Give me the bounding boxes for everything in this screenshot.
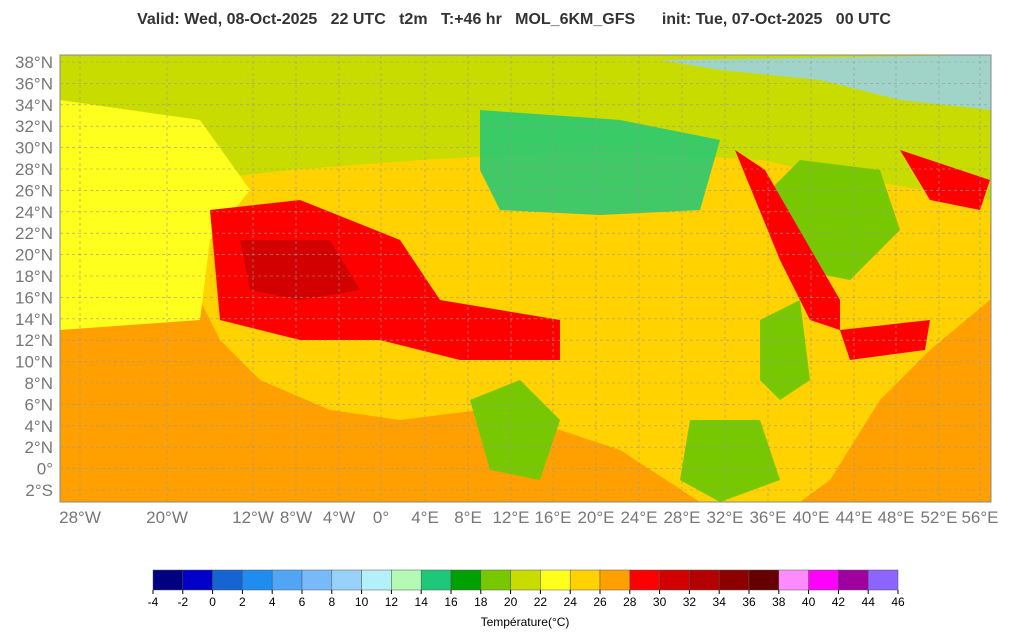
lat-label: 4°N [24,417,53,436]
colorbar-tick-label: 30 [653,595,667,609]
lat-label: 32°N [15,117,53,136]
lon-label: 24°E [620,508,657,527]
colorbar-swatch [152,569,184,591]
lon-label: 20°W [146,508,188,527]
colorbar-tick-label: 24 [564,595,578,609]
colorbar-swatch [420,569,452,591]
colorbar-tick-label: -2 [177,595,188,609]
lat-label: 34°N [15,96,53,115]
colorbar-tick-label: -4 [148,595,159,609]
colorbar-tick-label: 46 [891,595,905,609]
colorbar-swatch [182,569,213,591]
colorbar-swatch [689,569,720,591]
colorbar-swatch [480,569,511,591]
colorbar-tick-label: 42 [832,595,846,609]
colorbar-tick-label: 38 [772,595,786,609]
colorbar-tick-label: 32 [683,595,697,609]
colorbar-swatch [629,569,660,591]
colorbar-swatch [718,569,750,591]
lon-label: 44°E [835,508,872,527]
lat-label: 28°N [15,160,53,179]
colorbar-tick-label: 18 [474,595,488,609]
lat-label: 0° [37,460,53,479]
lon-label: 52°E [920,508,957,527]
lat-label: 6°N [24,395,53,414]
lon-label: 28°W [59,508,101,527]
title: Valid: Wed, 08-Oct-2025 22 UTC t2m T:+46… [137,11,891,28]
lat-label: 26°N [15,181,53,200]
lat-label: 16°N [15,288,53,307]
colorbar-swatch [599,569,631,591]
colorbar-swatch [808,569,839,591]
colorbar-swatch [271,569,303,591]
lon-label: 12°W [232,508,274,527]
lon-label: 4°E [411,508,439,527]
lat-label: 2°S [25,481,53,500]
lon-label: 16°E [534,508,571,527]
lon-label: 12°E [492,508,529,527]
colorbar-swatch [212,569,243,591]
lon-label: 28°E [663,508,700,527]
colorbar-swatch [748,569,780,591]
colorbar-swatch [659,569,690,591]
lat-label: 18°N [15,267,53,286]
lon-label: 36°E [749,508,786,527]
colorbar-tick-label: 12 [385,595,399,609]
colorbar-title: Température(°C) [481,615,570,629]
lat-label: 2°N [24,438,53,457]
lon-label: 40°E [792,508,829,527]
colorbar-tick-label: 34 [713,595,727,609]
lat-label: 24°N [15,203,53,222]
colorbar-tick-label: 16 [444,595,458,609]
colorbar-tick-label: 0 [209,595,216,609]
lat-label: 8°N [24,374,53,393]
lat-label: 14°N [15,310,53,329]
colorbar-tick-label: 22 [534,595,548,609]
colorbar-swatch [569,569,601,591]
colorbar-tick-label: 20 [504,595,518,609]
colorbar-swatch [867,569,899,591]
colorbar-swatch [331,569,362,591]
colorbar-swatch [301,569,333,591]
colorbar-swatch [838,569,869,591]
colorbar-swatch [540,569,571,591]
lon-label: 48°E [877,508,914,527]
lat-label: 38°N [15,53,53,72]
colorbar-tick-label: 4 [269,595,276,609]
colorbar-swatch [510,569,541,591]
colorbar-swatch [391,569,422,591]
colorbar-tick-label: 44 [862,595,876,609]
colorbar-tick-label: 2 [239,595,246,609]
colorbar-tick-label: 36 [742,595,756,609]
lat-label: 22°N [15,224,53,243]
lon-label: 56°E [961,508,998,527]
colorbar-swatch [242,569,273,591]
colorbar-tick-label: 14 [415,595,429,609]
lon-label: 8°E [454,508,482,527]
graticule [60,55,991,502]
lat-label: 12°N [15,331,53,350]
lon-label: 32°E [706,508,743,527]
colorbar-swatch [778,569,809,591]
lon-label: 8°W [280,508,312,527]
lat-label: 30°N [15,139,53,158]
colorbar-tick-label: 26 [593,595,607,609]
lat-label: 36°N [15,74,53,93]
colorbar-tick-label: 8 [328,595,335,609]
lon-label: 4°W [323,508,355,527]
lon-label: 20°E [577,508,614,527]
map [59,54,992,503]
colorbar-tick-label: 28 [623,595,637,609]
colorbar-swatch [450,569,482,591]
lat-label: 20°N [15,246,53,265]
colorbar-tick-label: 40 [802,595,816,609]
colorbar-swatch [361,569,392,591]
lat-label: 10°N [15,353,53,372]
colorbar-tick-label: 10 [355,595,369,609]
colorbar-tick-label: 6 [299,595,306,609]
lon-label: 0° [373,508,389,527]
